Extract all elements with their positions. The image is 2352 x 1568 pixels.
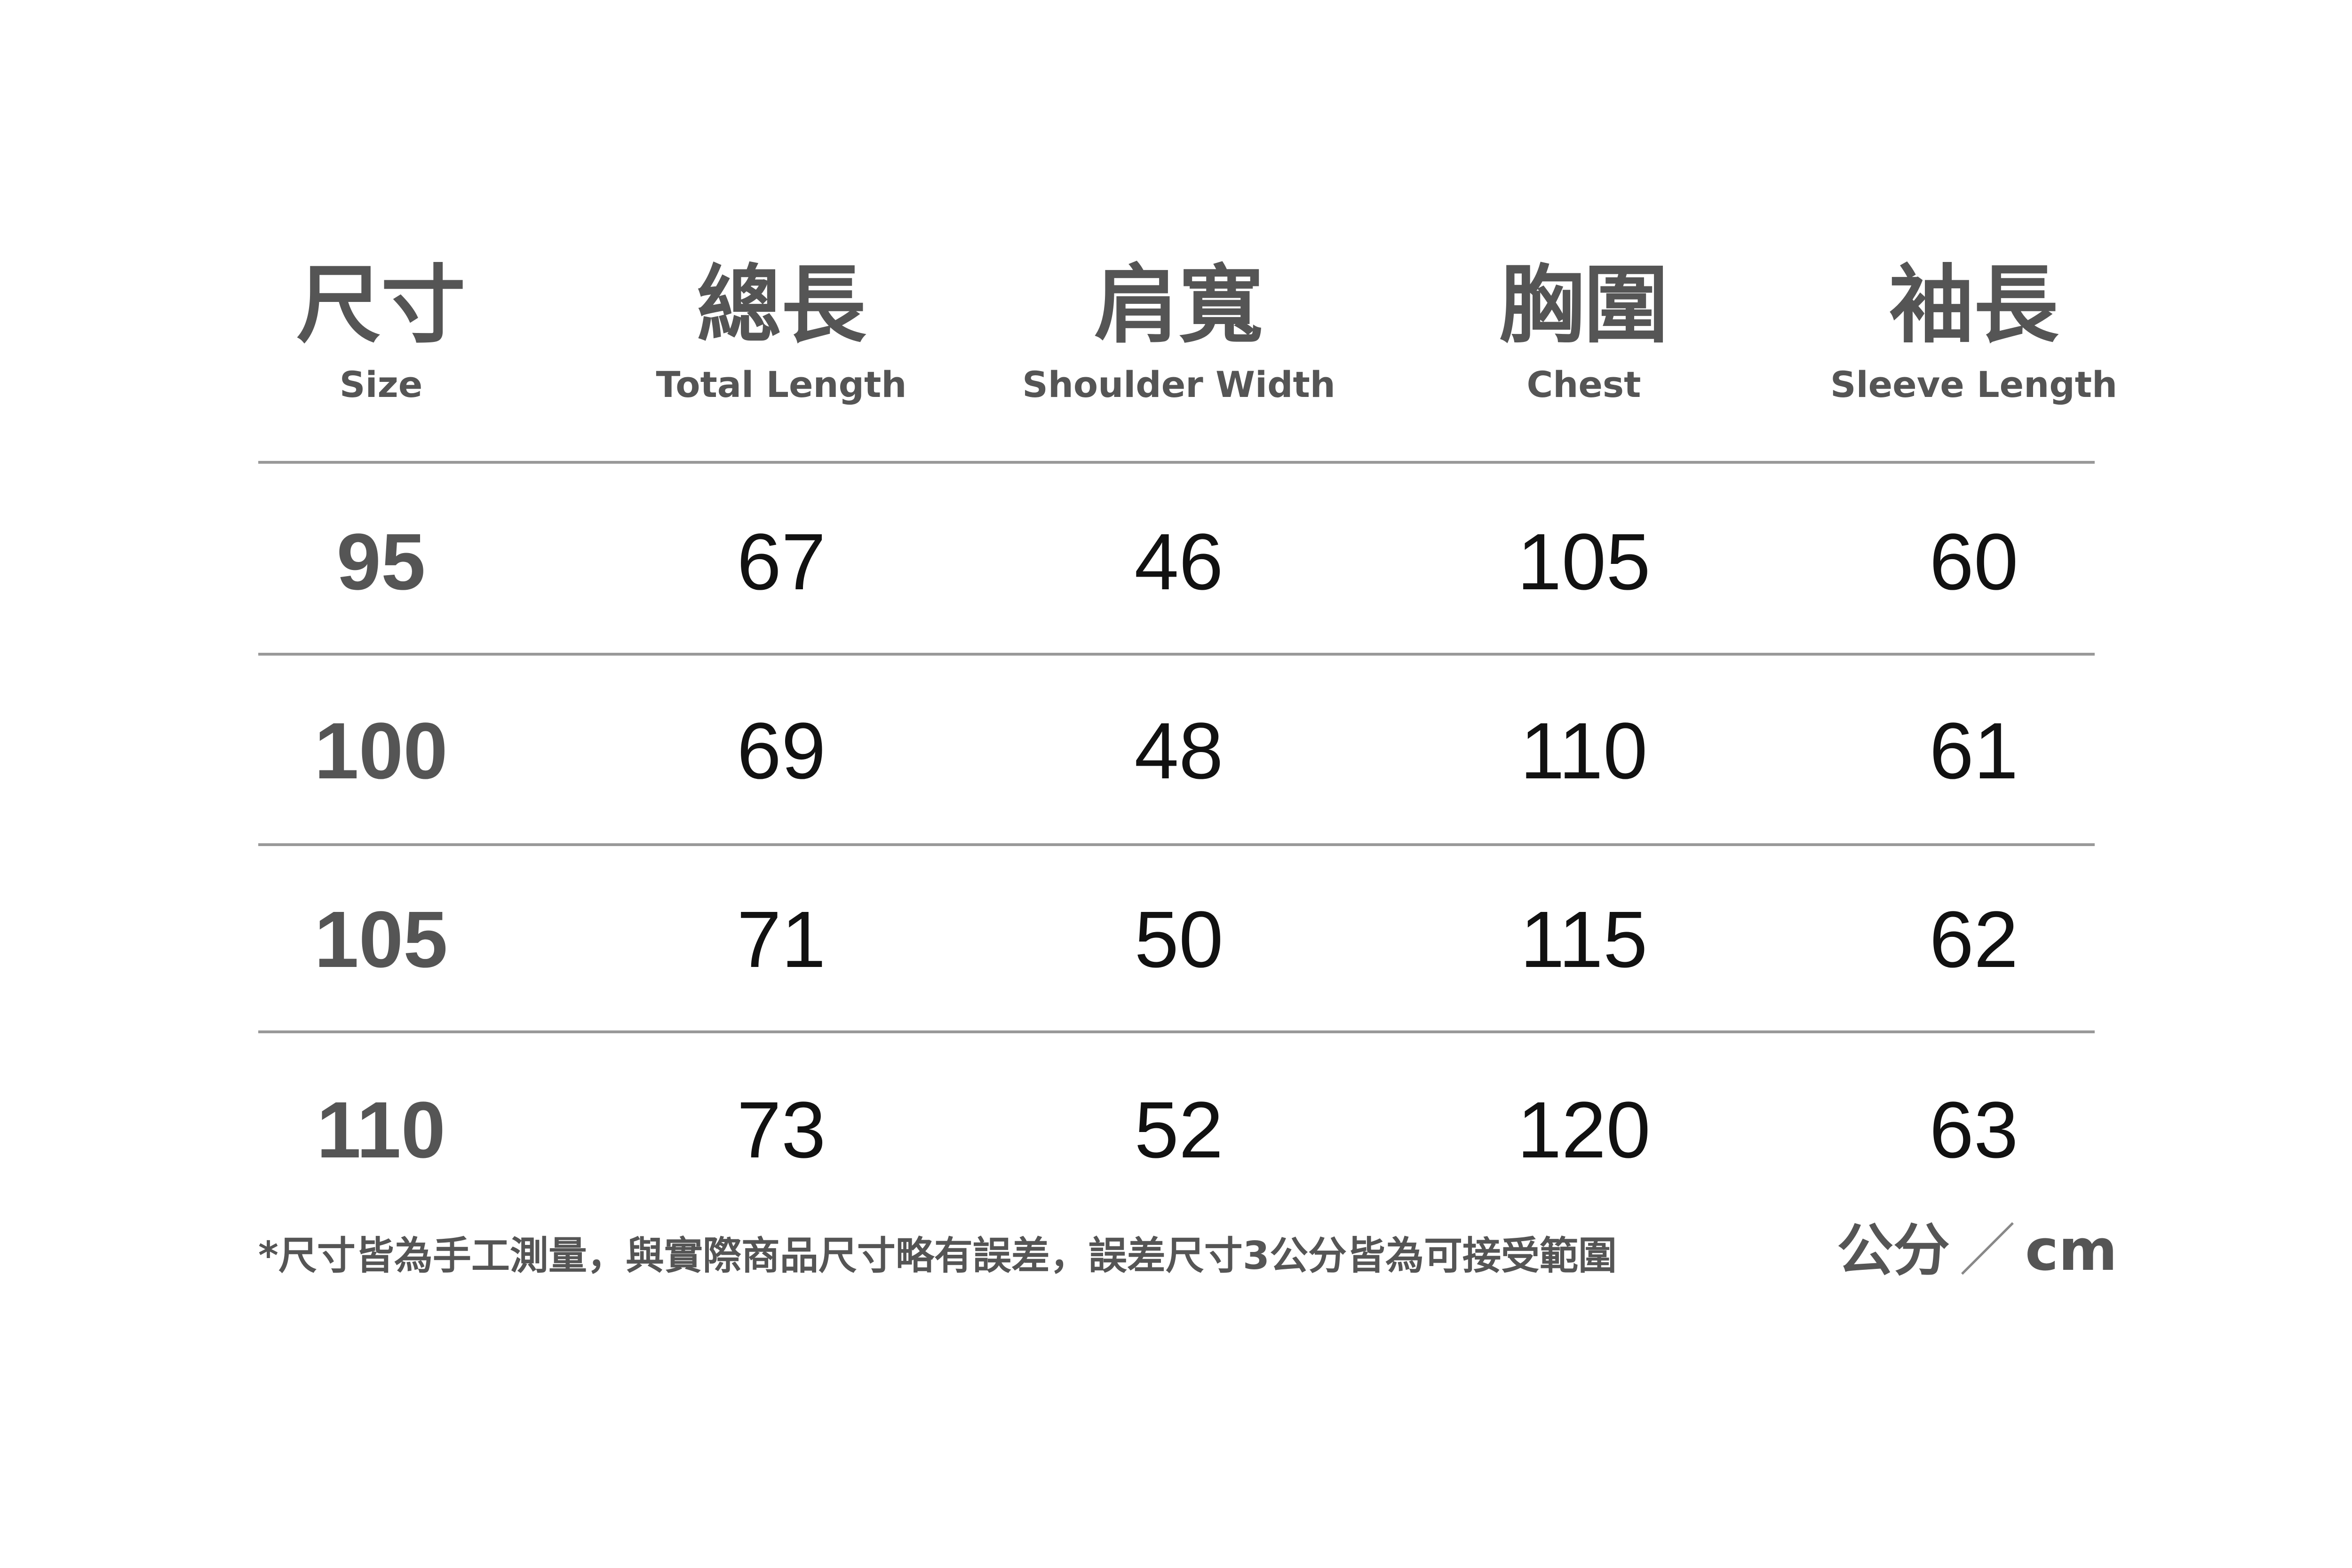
cell-shoulder-width: 46 [1134,517,1224,607]
unit-slash: ／ [1959,1218,2016,1283]
cell-chest: 110 [1520,706,1648,796]
cell-total-length: 67 [737,517,826,607]
cell-size: 100 [314,706,448,796]
cell-size: 110 [316,1085,446,1175]
header-total-length-zh: 總長 [696,256,866,355]
cell-shoulder-width: 48 [1134,706,1224,796]
cell-size: 95 [336,517,426,607]
divider [258,1030,2095,1033]
divider [258,843,2095,846]
divider [258,461,2095,464]
header-sleeve-length-en: Sleeve Length [1830,364,2118,405]
cell-chest: 105 [1517,517,1651,607]
header-sleeve-length-zh: 袖長 [1889,256,2059,355]
cell-sleeve-length: 63 [1929,1085,2018,1175]
header-size-zh: 尺寸 [296,256,466,355]
header-shoulder-width-zh: 肩寬 [1094,256,1264,355]
unit-en: cm [2025,1218,2118,1283]
header-chest-zh: 胸圍 [1499,256,1669,355]
header-size-en: Size [339,364,423,405]
divider [258,653,2095,656]
header-shoulder-width-en: Shoulder Width [1022,364,1335,405]
cell-total-length: 69 [737,706,826,796]
header-total-length-en: Total Length [656,364,907,405]
footnote: *尺寸皆為手工測量，與實際商品尺寸略有誤差，誤差尺寸3公分皆為可接受範圍 [258,1234,1617,1278]
cell-sleeve-length: 62 [1929,895,2018,984]
header-chest-en: Chest [1526,364,1641,405]
cell-size: 105 [314,895,448,984]
cell-total-length: 71 [737,895,826,984]
cell-chest: 120 [1517,1085,1651,1175]
cell-total-length: 73 [737,1085,826,1175]
cell-sleeve-length: 60 [1929,517,2018,607]
unit-zh: 公分 [1837,1218,1950,1283]
cell-shoulder-width: 52 [1134,1085,1224,1175]
unit-label: 公分／ cm [1837,1223,2117,1279]
cell-sleeve-length: 61 [1929,706,2018,796]
cell-chest: 115 [1520,895,1648,984]
cell-shoulder-width: 50 [1134,895,1224,984]
